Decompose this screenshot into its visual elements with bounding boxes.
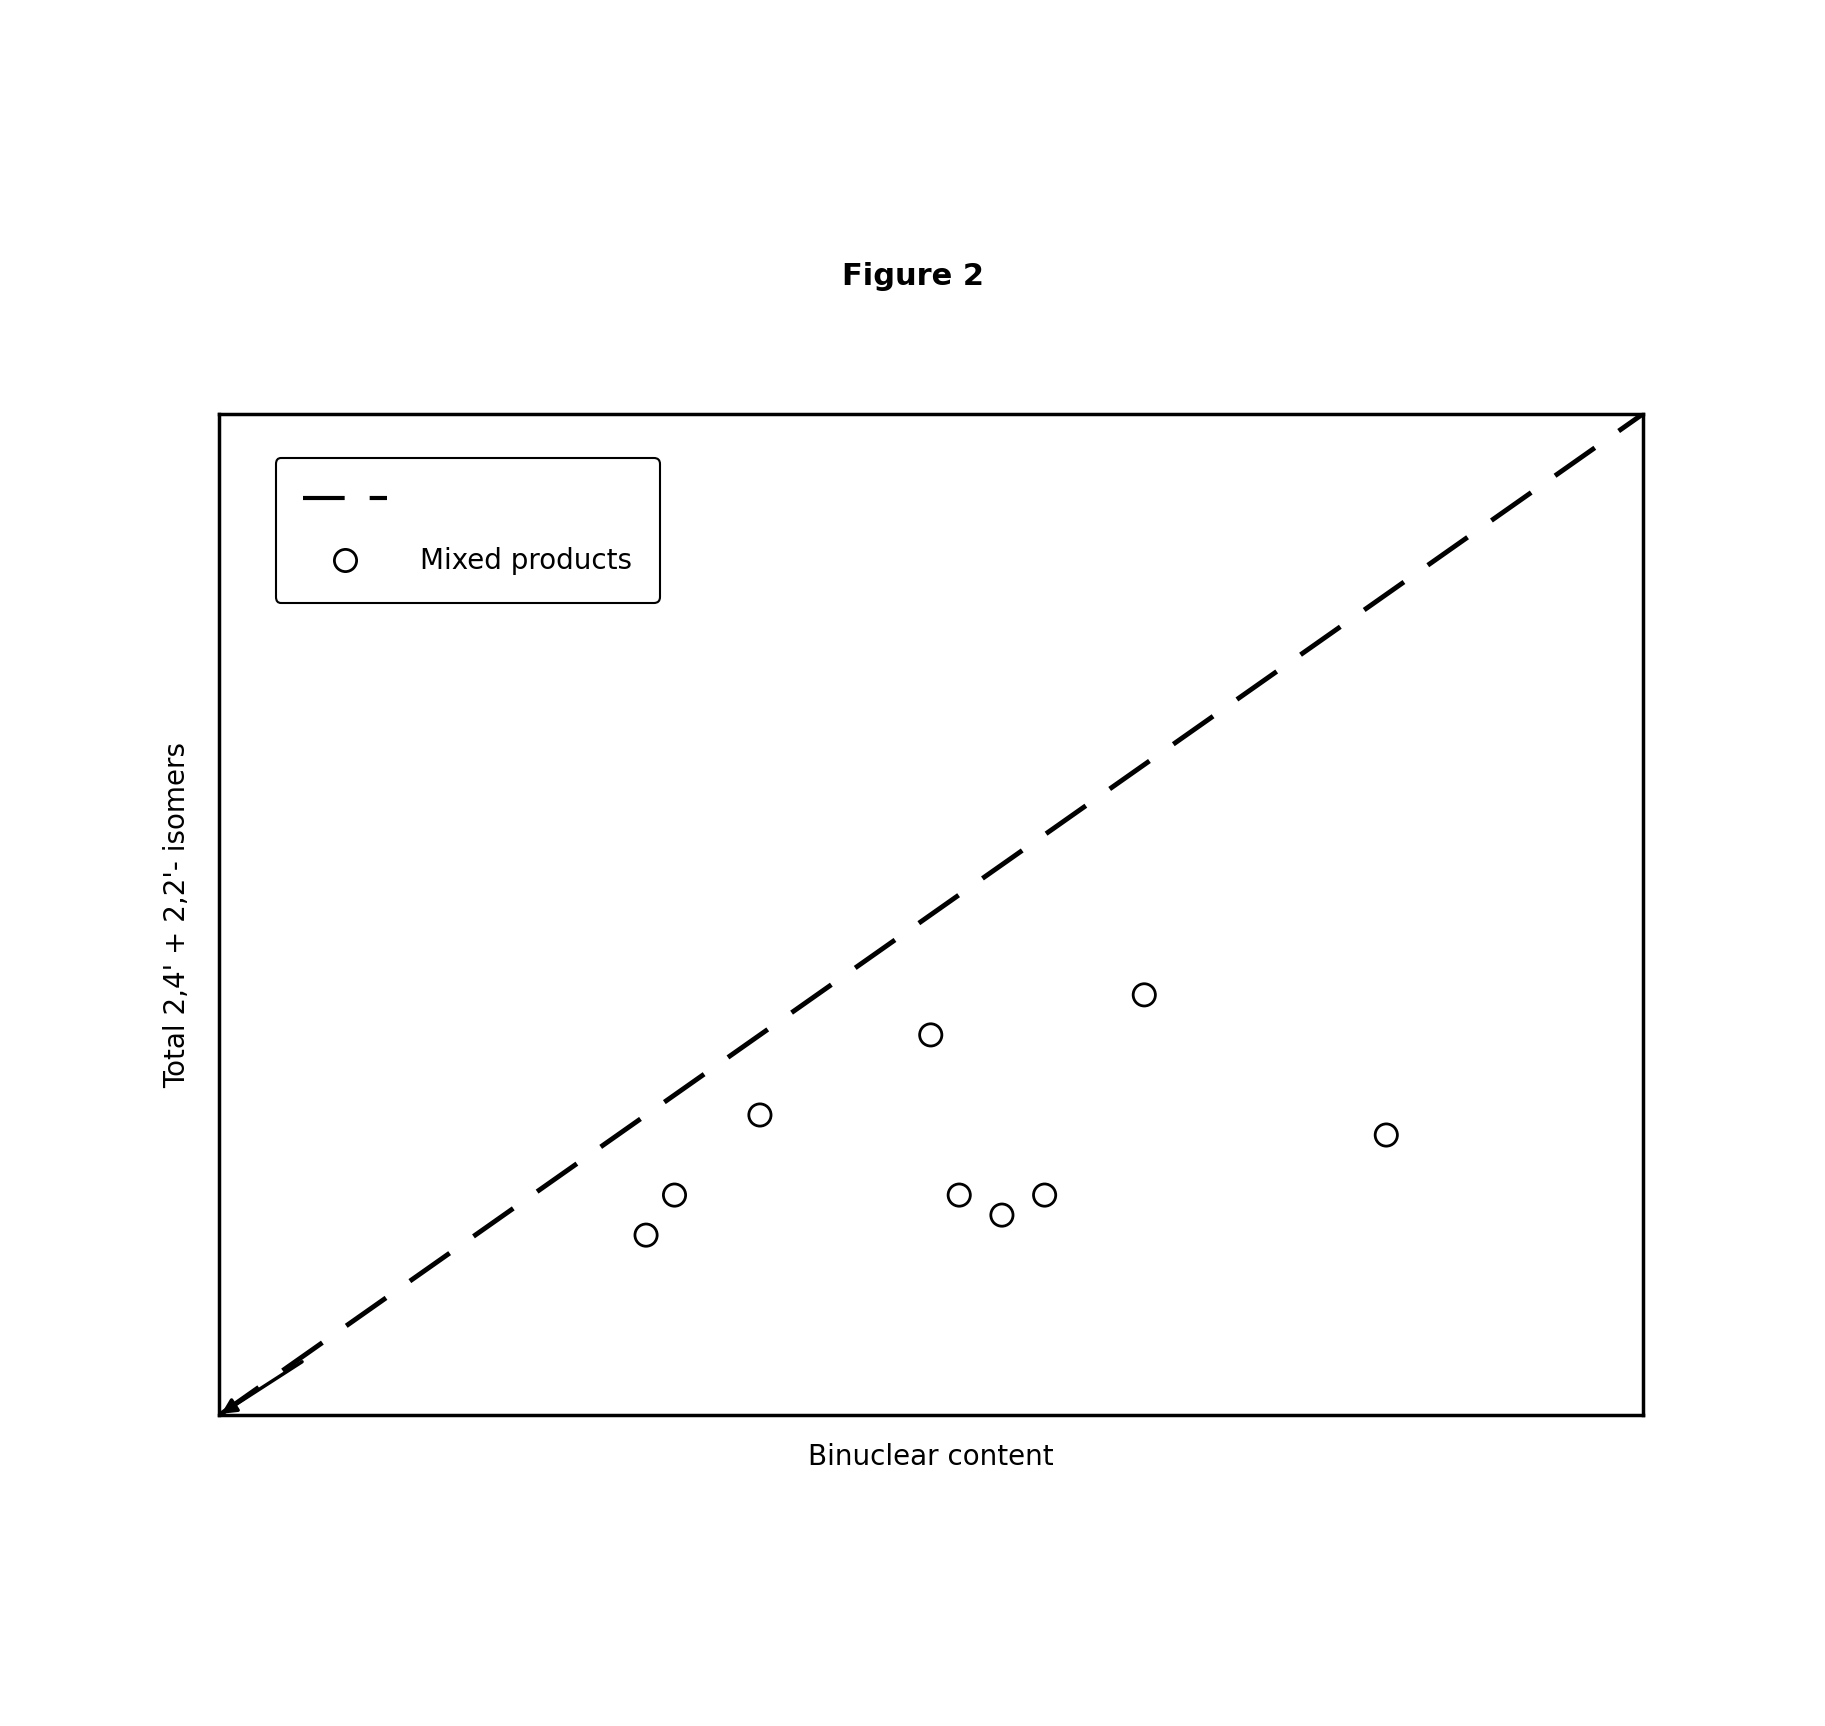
Point bbox=[1372, 1122, 1402, 1150]
Point bbox=[945, 1181, 975, 1208]
Point bbox=[987, 1201, 1017, 1229]
Legend: , Mixed products: , Mixed products bbox=[276, 457, 661, 602]
Point bbox=[745, 1101, 774, 1129]
Point bbox=[916, 1022, 945, 1049]
Y-axis label: Total 2,4' + 2,2'- isomers: Total 2,4' + 2,2'- isomers bbox=[162, 742, 192, 1087]
Point bbox=[661, 1181, 690, 1208]
X-axis label: Binuclear content: Binuclear content bbox=[808, 1443, 1053, 1471]
Point bbox=[1029, 1181, 1058, 1208]
Text: Figure 2: Figure 2 bbox=[841, 262, 984, 290]
Point bbox=[1130, 980, 1159, 1008]
Point bbox=[631, 1222, 661, 1250]
